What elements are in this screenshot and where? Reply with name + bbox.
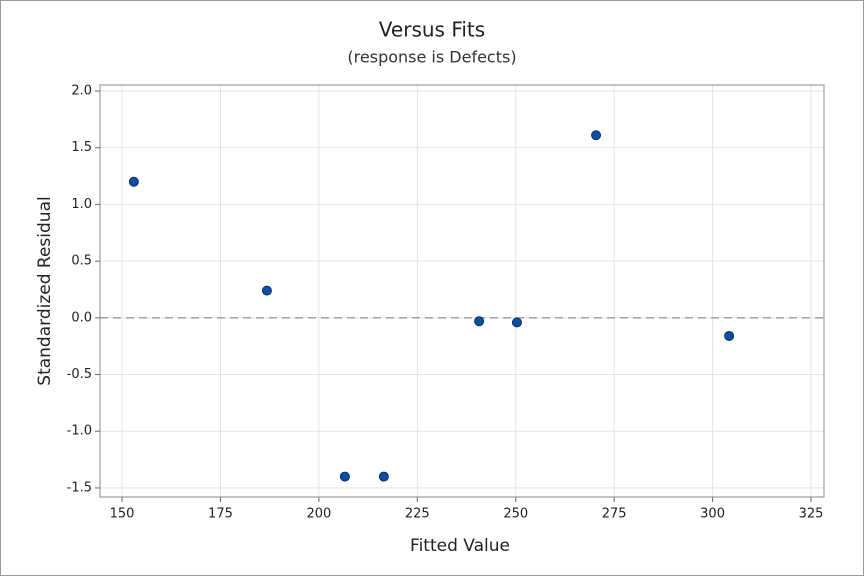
y-tick-label: 1.0 — [71, 197, 92, 212]
chart-title: Versus Fits — [379, 18, 485, 42]
x-tick-label: 275 — [602, 507, 627, 522]
x-axis-label: Fitted Value — [410, 536, 510, 556]
data-point — [378, 471, 389, 482]
y-tick-label: 0.0 — [71, 310, 92, 325]
x-tick-label: 325 — [799, 507, 824, 522]
y-tick-label: 2.0 — [71, 84, 92, 99]
data-point — [128, 176, 139, 187]
x-tick-label: 300 — [700, 507, 725, 522]
data-point — [511, 317, 522, 328]
data-point — [339, 471, 350, 482]
plot-area — [99, 84, 825, 498]
data-point — [724, 330, 735, 341]
x-tick-label: 250 — [503, 507, 528, 522]
x-tick-label: 225 — [405, 507, 430, 522]
data-point — [591, 130, 602, 141]
y-tick-label: -0.5 — [67, 367, 92, 382]
y-tick-label: -1.5 — [67, 480, 92, 495]
x-tick-label: 200 — [306, 507, 331, 522]
y-tick-label: 0.5 — [71, 254, 92, 269]
chart-subtitle: (response is Defects) — [347, 48, 516, 67]
x-tick-label: 175 — [208, 507, 233, 522]
x-tick-label: 150 — [110, 507, 135, 522]
y-axis-label: Standardized Residual — [35, 196, 55, 385]
y-tick-label: 1.5 — [71, 140, 92, 155]
data-point — [261, 285, 272, 296]
y-tick-label: -1.0 — [67, 424, 92, 439]
data-point — [474, 316, 485, 327]
